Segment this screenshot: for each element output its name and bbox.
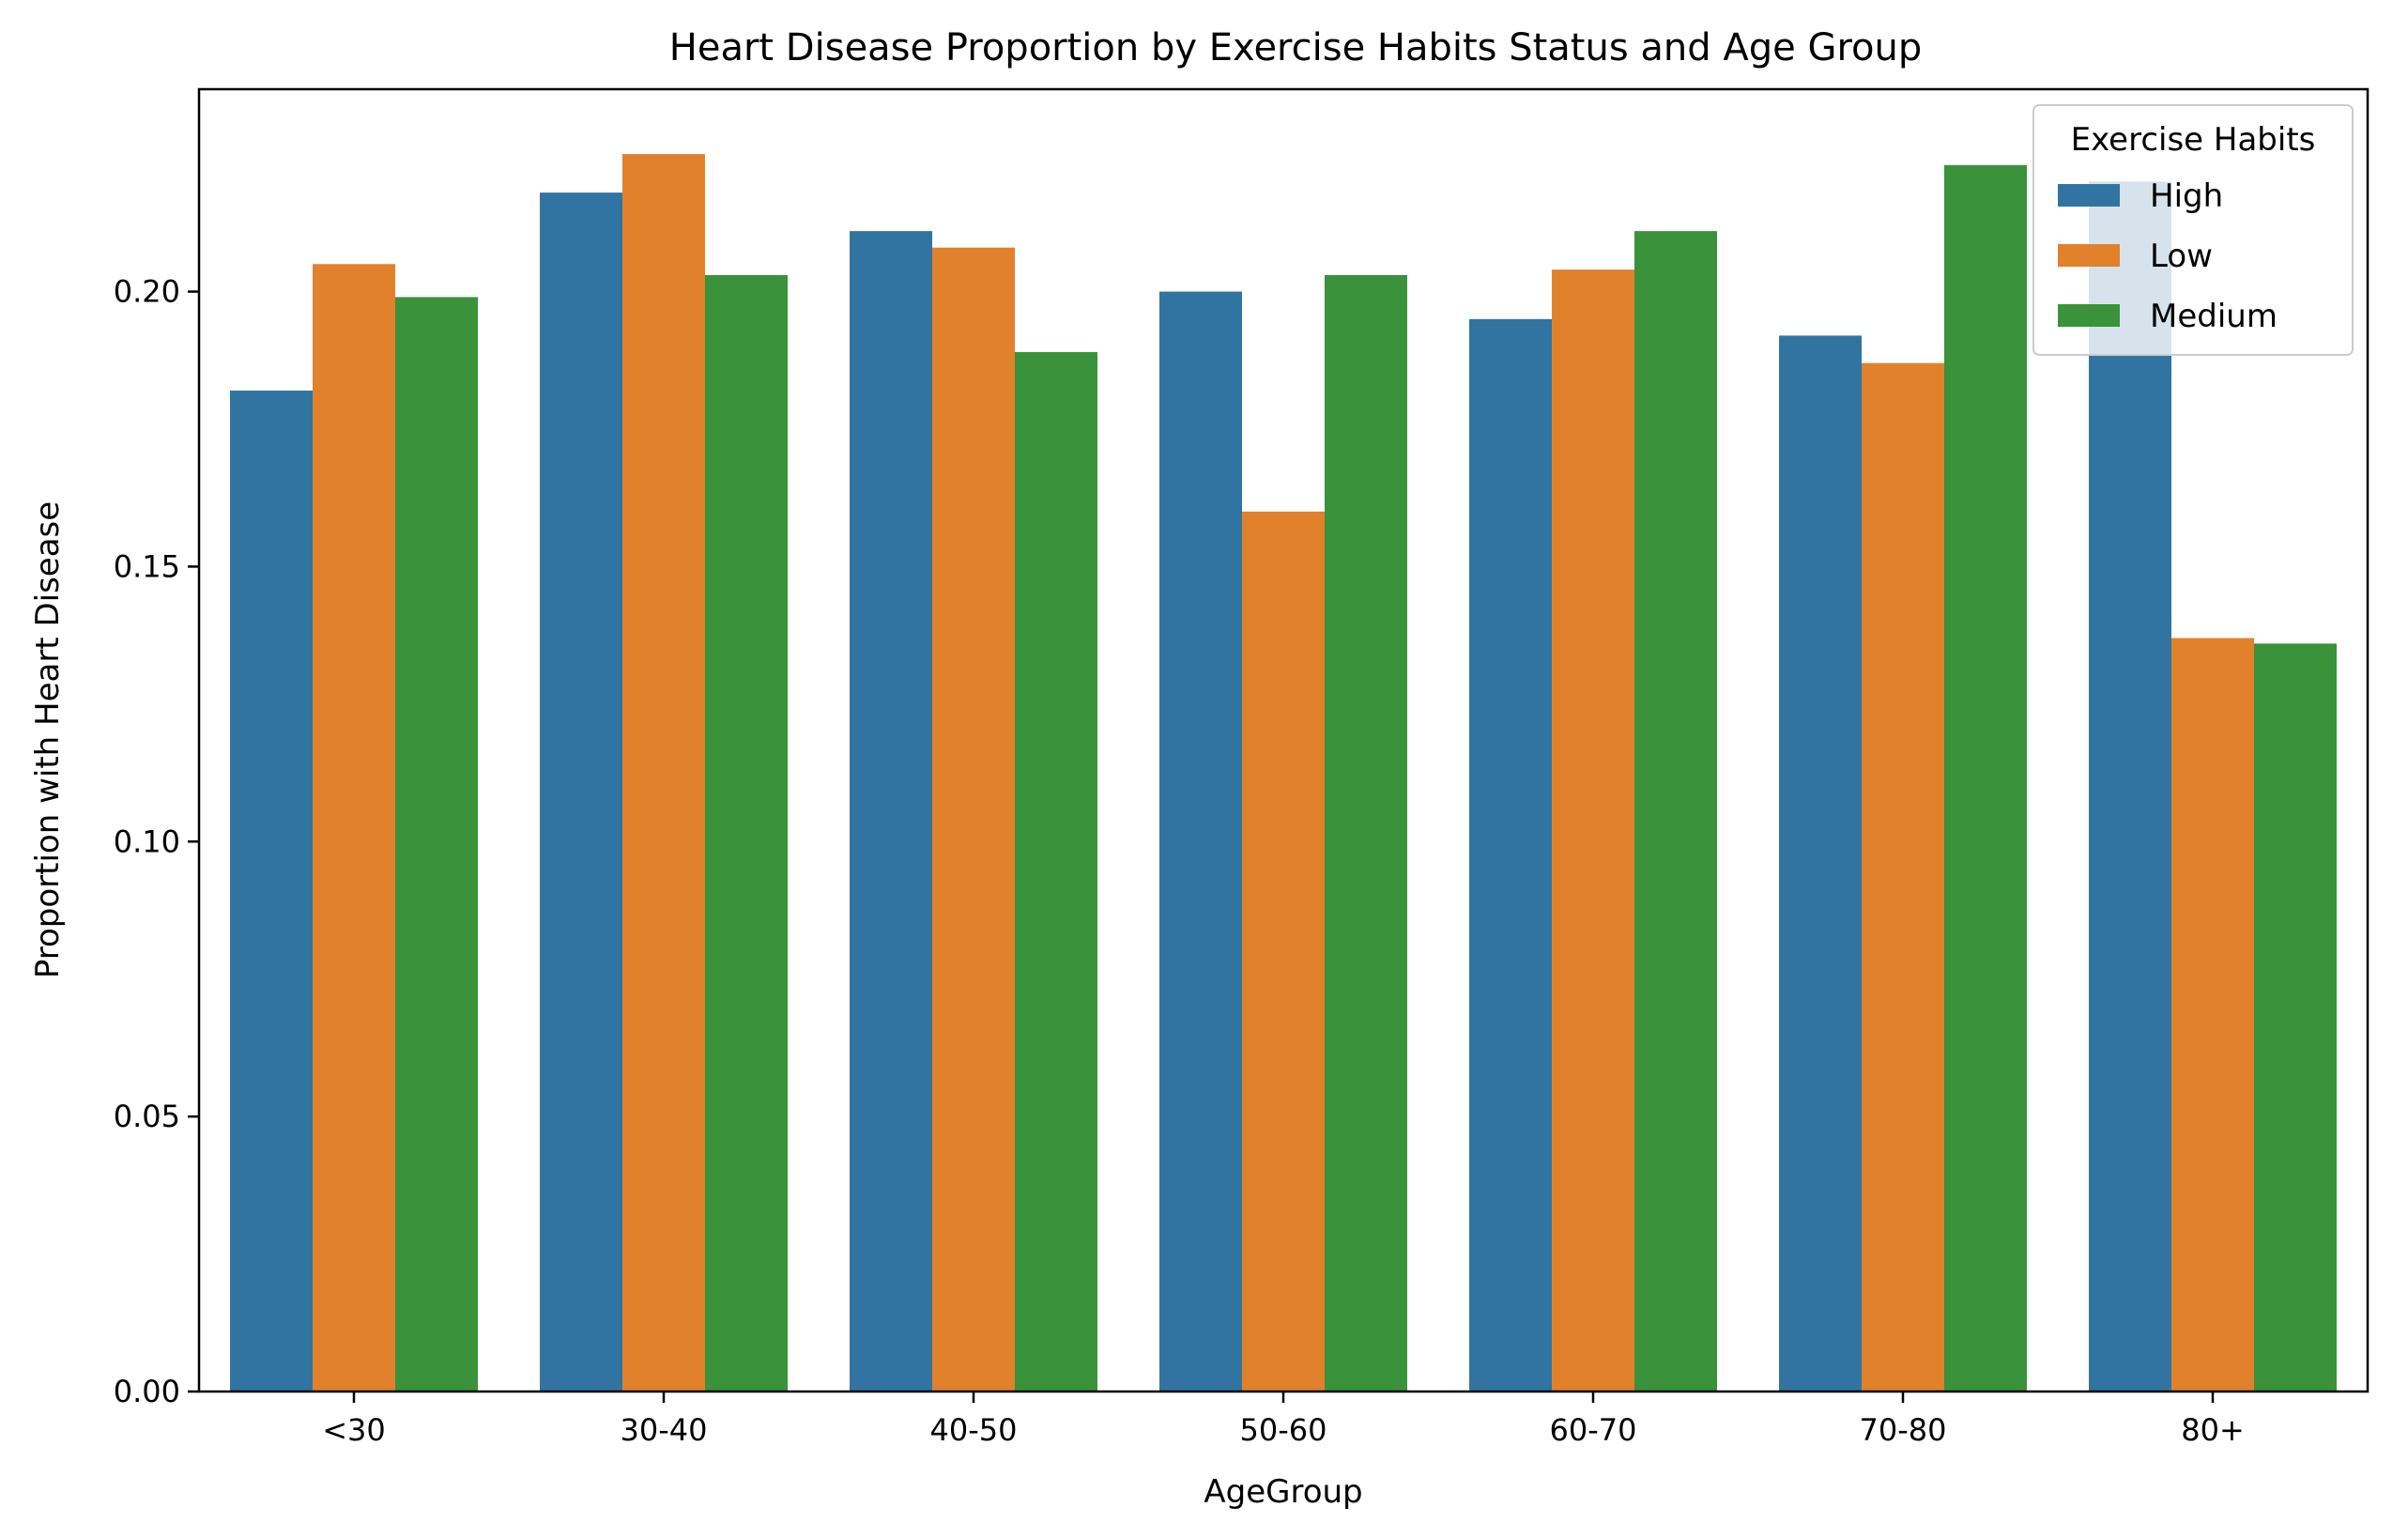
y-axis-label: Proportion with Heart Disease xyxy=(29,501,67,978)
bar-high-3 xyxy=(850,231,932,1392)
bars-group xyxy=(230,154,2337,1392)
legend-label-medium: Medium xyxy=(2150,298,2278,335)
bar-medium-6 xyxy=(1944,164,2027,1392)
y-tick-label: 0.10 xyxy=(114,823,180,859)
bar-low-5 xyxy=(1552,269,1634,1392)
legend-label-high: High xyxy=(2150,177,2223,215)
y-tick-label: 0.05 xyxy=(114,1099,180,1134)
bar-high-7 xyxy=(2089,181,2171,1392)
y-tick-label: 0.00 xyxy=(114,1374,180,1409)
x-axis-label: AgeGroup xyxy=(1204,1473,1362,1511)
y-tick-label: 0.20 xyxy=(114,274,180,310)
bar-medium-7 xyxy=(2254,643,2337,1392)
bar-low-3 xyxy=(932,247,1015,1392)
bar-medium-4 xyxy=(1325,274,1407,1392)
x-axis: <30 30-40 40-50 50-60 60-70 70-80 80+ xyxy=(322,1392,2245,1448)
x-tick-label: <30 xyxy=(322,1412,386,1448)
bar-high-1 xyxy=(230,390,313,1392)
y-tick-label: 0.15 xyxy=(114,548,180,584)
legend-box xyxy=(2032,104,2354,356)
bar-high-6 xyxy=(1779,335,1862,1392)
bar-low-6 xyxy=(1862,362,1944,1392)
x-tick-label: 30-40 xyxy=(621,1412,708,1448)
bar-medium-3 xyxy=(1015,351,1097,1392)
bar-high-4 xyxy=(1159,291,1242,1392)
x-tick-label: 60-70 xyxy=(1550,1412,1637,1448)
x-tick-label: 80+ xyxy=(2181,1412,2245,1448)
bar-medium-5 xyxy=(1634,231,1717,1392)
bar-low-2 xyxy=(622,154,705,1392)
legend-swatch-medium xyxy=(2058,304,2120,327)
bar-medium-2 xyxy=(705,274,788,1392)
bar-low-1 xyxy=(313,264,395,1392)
legend-swatch-high xyxy=(2058,184,2120,207)
bar-low-7 xyxy=(2171,638,2254,1392)
chart-title: Heart Disease Proportion by Exercise Hab… xyxy=(669,26,1922,69)
bar-low-4 xyxy=(1242,511,1325,1392)
x-tick-label: 70-80 xyxy=(1860,1412,1947,1448)
bar-medium-1 xyxy=(395,297,478,1392)
y-axis: 0.00 0.05 0.10 0.15 0.20 xyxy=(114,274,199,1409)
bar-high-5 xyxy=(1469,318,1552,1392)
x-tick-label: 40-50 xyxy=(930,1412,1018,1448)
legend-swatch-low xyxy=(2058,244,2120,267)
legend-items: High Low Medium xyxy=(2058,177,2278,335)
x-tick-label: 50-60 xyxy=(1240,1412,1327,1448)
legend: Exercise Habits High Low Medium xyxy=(2032,104,2354,356)
legend-title: Exercise Habits xyxy=(2071,121,2316,159)
bar-high-2 xyxy=(540,192,622,1392)
legend-label-low: Low xyxy=(2150,238,2213,275)
